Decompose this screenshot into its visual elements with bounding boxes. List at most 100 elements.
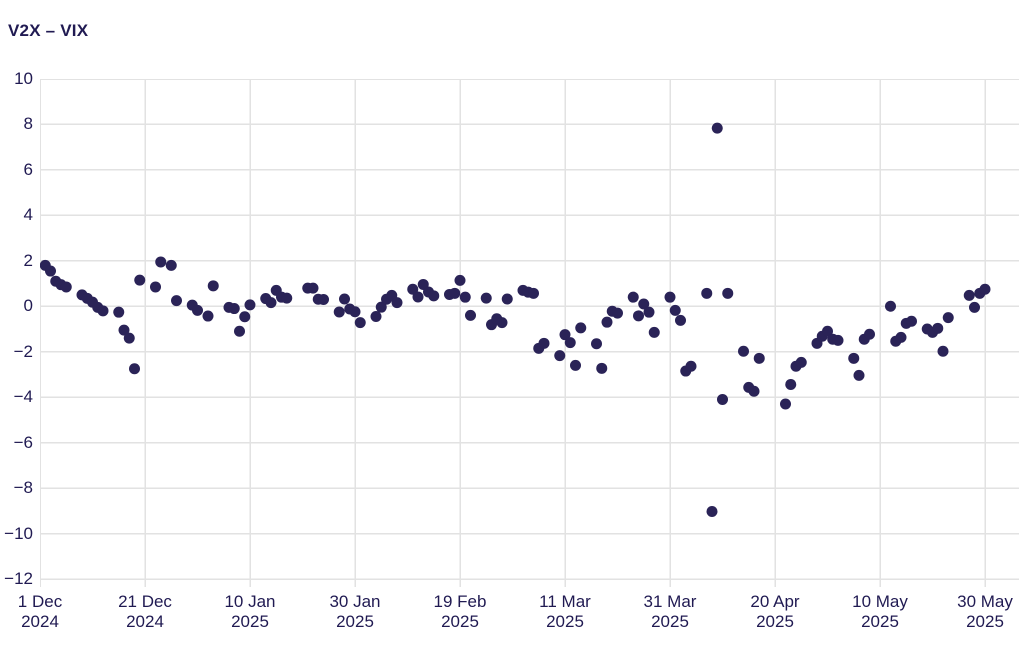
y-axis-tick-label: −2 [13, 341, 33, 361]
data-point [738, 345, 749, 357]
data-point [150, 281, 161, 293]
data-point [648, 326, 660, 338]
data-point [643, 306, 655, 318]
data-point [963, 289, 975, 301]
y-axis-tick-label: −10 [4, 523, 33, 543]
x-axis-tick-label: 30 Jan 2025 [307, 592, 403, 632]
x-axis-tick-label-line: 21 Dec [118, 592, 172, 611]
data-point [333, 306, 345, 318]
data-point [906, 315, 917, 327]
y-axis-tick-label: 4 [23, 205, 33, 225]
data-point [559, 329, 571, 341]
x-axis-tick-label-line: 2024 [21, 612, 59, 631]
data-point [822, 325, 833, 337]
data-point [717, 393, 728, 405]
scatter-plot [39, 78, 1019, 587]
data-point [123, 332, 135, 344]
data-point [354, 317, 366, 329]
data-point [864, 328, 875, 340]
data-point [265, 297, 277, 309]
data-point [60, 281, 72, 293]
data-point [496, 317, 508, 329]
y-axis-tick-label: −6 [13, 432, 33, 452]
data-point [454, 274, 466, 286]
x-axis-tick-label-line: 2025 [441, 612, 479, 631]
data-point [234, 325, 245, 337]
x-axis-tick-label-line: 1 Dec [17, 592, 63, 611]
y-axis-tick-label: −8 [13, 478, 33, 498]
data-point [969, 301, 980, 313]
x-axis-tick-label-line: 30 Jan [329, 592, 381, 611]
data-point [979, 283, 991, 295]
y-axis-tick-label: 8 [23, 114, 33, 134]
data-point [45, 265, 56, 277]
data-point [669, 304, 681, 316]
data-point [391, 297, 403, 309]
x-axis-tick-label: 1 Dec 2024 [0, 592, 88, 632]
data-point [895, 331, 907, 343]
data-point [465, 309, 476, 321]
data-point [244, 299, 256, 311]
data-point [449, 287, 461, 299]
data-point [318, 293, 329, 305]
data-point [942, 312, 954, 324]
data-point [459, 291, 471, 303]
y-axis-tick-label: 10 [14, 69, 33, 88]
x-axis-tick-label-line: 2025 [651, 612, 689, 631]
y-axis-tick-label: 0 [23, 296, 33, 316]
x-axis-tick-label-line: 11 Mar [539, 592, 591, 611]
data-point [633, 310, 644, 322]
x-axis-tick-label: 19 Feb 2025 [412, 592, 508, 632]
data-point [780, 398, 791, 410]
x-axis-tick-label-line: 31 Mar [643, 592, 697, 611]
data-point [165, 259, 177, 271]
data-point [528, 287, 539, 299]
x-axis-tick-label-line: 2025 [966, 612, 1004, 631]
y-axis-tick-label: −12 [4, 569, 33, 588]
y-axis-tick-label: 2 [23, 250, 33, 270]
x-axis-tick-label-line: 10 May [852, 592, 908, 611]
x-axis-tick-label-line: 19 Feb [433, 592, 487, 611]
x-axis-tick-label-line: 2025 [546, 612, 584, 631]
x-axis-tick-label: 30 May 2025 [937, 592, 1024, 632]
data-point [706, 506, 718, 517]
data-point [596, 362, 608, 374]
data-point [428, 290, 440, 302]
data-point [538, 337, 550, 349]
data-point [753, 352, 765, 364]
x-axis-tick-label-line: 2025 [756, 612, 794, 631]
x-axis-tick-label: 10 Jan 2025 [202, 592, 298, 632]
x-axis-tick-label-line: 10 Jan [224, 592, 276, 611]
data-point [685, 360, 697, 372]
x-axis-tick-label-line: 2025 [336, 612, 374, 631]
data-point [307, 282, 319, 294]
x-axis-tick-label-line: 20 Apr [750, 592, 800, 611]
data-point [748, 385, 760, 397]
data-point [155, 256, 167, 268]
x-axis-tick-label-line: 30 May [957, 592, 1013, 611]
data-point [370, 311, 382, 322]
data-point [832, 334, 844, 346]
data-point [349, 306, 361, 318]
data-point [937, 345, 949, 357]
x-axis-tick-label: 20 Apr 2025 [727, 592, 823, 632]
data-point [113, 306, 125, 318]
x-axis-tick-label: 10 May 2025 [832, 592, 928, 632]
data-point [192, 304, 203, 316]
data-point [375, 301, 387, 313]
data-point [711, 122, 723, 134]
data-point [407, 283, 419, 295]
data-point [785, 378, 797, 390]
data-point [97, 305, 109, 317]
x-axis-tick-label: 31 Mar 2025 [622, 592, 718, 632]
data-point [722, 287, 734, 299]
x-axis-tick-label-line: 2025 [231, 612, 269, 631]
data-point [848, 352, 860, 364]
data-point [202, 310, 214, 322]
data-point [675, 314, 686, 326]
data-point [554, 350, 566, 362]
data-point [885, 300, 896, 312]
data-point [638, 298, 650, 310]
x-axis-tick-label-line: 2025 [861, 612, 899, 631]
